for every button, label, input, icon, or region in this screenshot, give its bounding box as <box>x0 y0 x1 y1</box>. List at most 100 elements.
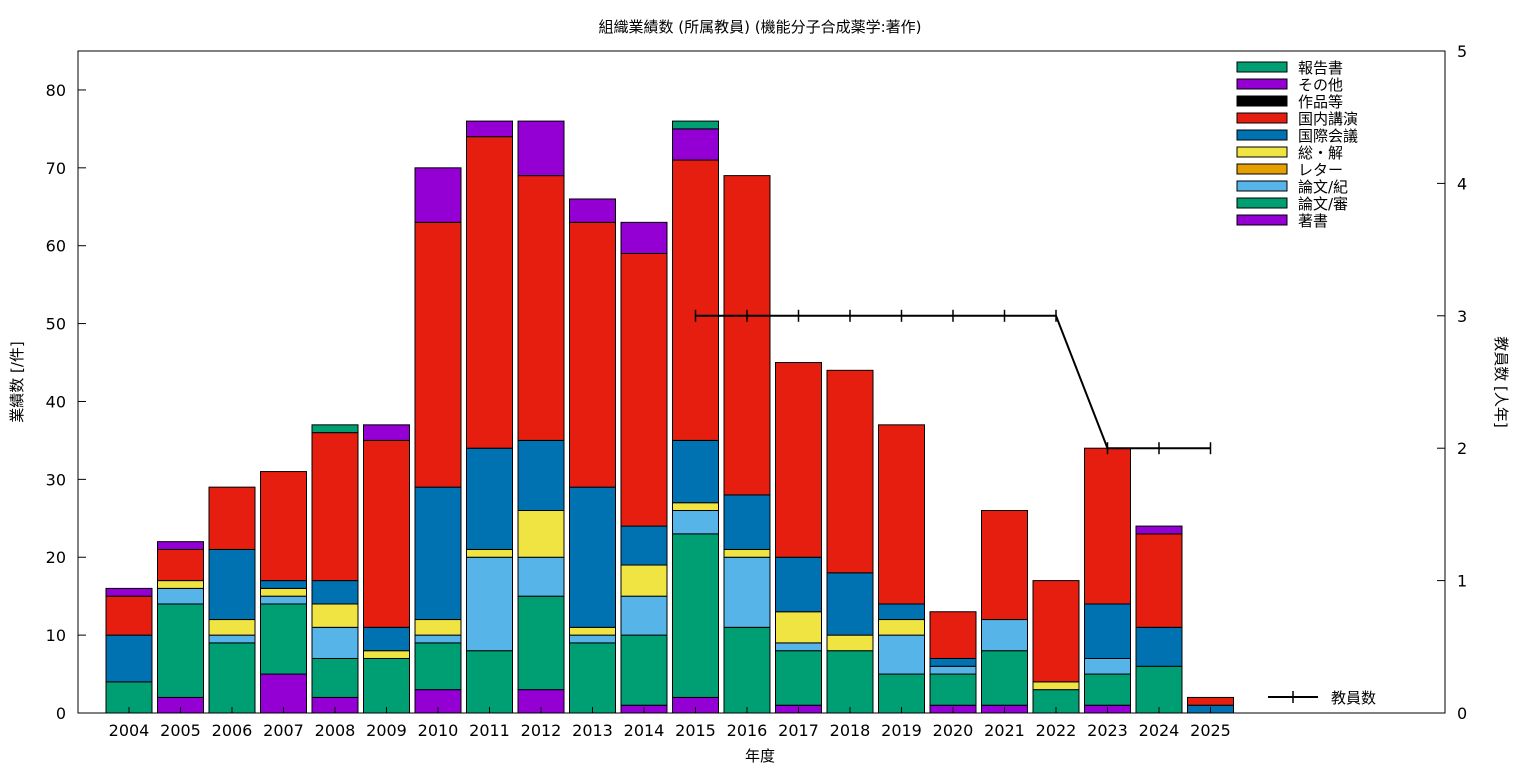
bar-segment <box>363 626 410 652</box>
legend-label: レター <box>1298 161 1343 179</box>
bar-segment <box>1084 657 1131 675</box>
bar-segment <box>363 657 410 714</box>
bar-segment <box>775 642 822 652</box>
line-series <box>695 314 1211 450</box>
bar-segment <box>363 424 410 441</box>
legend-label: 論文/審 <box>1298 195 1348 213</box>
bar-segment <box>1135 626 1183 667</box>
bar-segment <box>363 439 410 628</box>
bar-segment <box>208 634 256 644</box>
bar-segment <box>517 595 565 691</box>
bar-segment <box>672 502 719 512</box>
y2-tick-label: 4 <box>1457 174 1467 193</box>
bar-segment <box>569 626 616 636</box>
bar-segment <box>1084 673 1131 706</box>
bar-segment <box>878 424 925 605</box>
x-tick-label: 2017 <box>778 721 819 740</box>
bar-segment <box>672 120 719 130</box>
bar-segment <box>1084 447 1131 605</box>
x-tick-label: 2007 <box>263 721 304 740</box>
legend-swatch <box>1236 112 1288 124</box>
bar-segment <box>723 175 771 496</box>
chart-title: 組織業績数 (所属教員) (機能分子合成薬学:著作) <box>598 18 921 36</box>
bar-segment <box>260 587 307 597</box>
bar-segment <box>569 198 616 223</box>
bar-segment <box>826 369 874 574</box>
y2-axis: 0 1 2 3 4 5 <box>1437 42 1467 723</box>
bar-layer <box>105 120 1234 714</box>
legend-label: 国内講演 <box>1298 110 1358 128</box>
x-tick-label: 2012 <box>521 721 562 740</box>
x-tick-label: 2023 <box>1087 721 1128 740</box>
bar-segment <box>517 175 565 441</box>
bar-segment <box>569 221 616 488</box>
bar-segment <box>826 572 874 636</box>
y-tick-label: 40 <box>46 392 66 411</box>
legend-swatch <box>1236 163 1288 175</box>
legend-label: 総・解 <box>1298 144 1343 162</box>
y-tick-label: 0 <box>56 704 66 723</box>
y-tick-label: 70 <box>46 159 66 178</box>
y-tick-label: 10 <box>46 626 66 645</box>
x-tick-label: 2021 <box>984 721 1025 740</box>
x-axis-label: 年度 <box>745 747 775 765</box>
bar-segment <box>723 548 771 558</box>
bar-segment <box>363 650 410 659</box>
bar-segment <box>157 548 204 582</box>
x-tick-label: 2010 <box>418 721 459 740</box>
x-tick-label: 2019 <box>881 721 922 740</box>
bar-segment <box>620 252 668 527</box>
legend-swatch <box>1236 214 1288 226</box>
bar-segment <box>1084 603 1131 659</box>
y2-axis-label: 教員数 [人年] <box>1492 336 1510 427</box>
y-tick-label: 30 <box>46 470 66 489</box>
bar-segment <box>775 362 822 558</box>
x-tick-label: 2022 <box>1036 721 1077 740</box>
y2-tick-label: 0 <box>1457 704 1467 723</box>
x-tick-label: 2009 <box>366 721 407 740</box>
legend-swatch <box>1236 78 1288 90</box>
bar-segment <box>620 525 668 566</box>
y-axis-label: 業績数 [/件] <box>8 341 26 423</box>
bar-segment <box>775 611 822 644</box>
bar-segment <box>466 120 513 138</box>
bar-segment <box>466 548 513 558</box>
bar-segment <box>1135 533 1183 628</box>
bar-segment <box>311 424 359 434</box>
x-axis: 2004 2005 2006 2007 2008 2009 2010 2011 2012 2013… <box>109 707 1231 740</box>
legend-label: 論文/紀 <box>1298 178 1348 196</box>
legend-label: 報告書 <box>1298 59 1343 77</box>
bar-segment <box>157 587 204 605</box>
legend-swatch <box>1236 95 1288 107</box>
bar-segment <box>723 626 771 714</box>
bar-segment <box>620 564 668 597</box>
line-layer <box>694 309 1212 455</box>
bar-segment <box>414 619 462 636</box>
bar-segment <box>620 634 668 706</box>
bar-segment <box>311 626 359 659</box>
bar-segment <box>775 556 822 613</box>
x-tick-label: 2008 <box>315 721 356 740</box>
bar-segment <box>208 619 256 636</box>
bar-segment <box>1135 525 1183 535</box>
bar-segment <box>723 556 771 628</box>
bar-segment <box>157 580 204 589</box>
bar-segment <box>826 650 874 714</box>
bar-segment <box>929 673 977 706</box>
bar-segment <box>1187 696 1234 706</box>
bar-segment <box>208 548 256 621</box>
y2-tick-label: 5 <box>1457 42 1467 61</box>
bar-segment <box>569 642 616 714</box>
legend-swatch <box>1236 61 1288 73</box>
bar-segment <box>929 665 977 675</box>
bar-segment <box>672 439 719 504</box>
legend-label: 国際会議 <box>1298 127 1358 145</box>
bar-segment <box>466 650 513 714</box>
bar-segment <box>311 432 359 582</box>
bar-segment <box>414 634 462 644</box>
bar-segment <box>414 167 462 223</box>
bar-segment <box>569 634 616 644</box>
bar-segment <box>260 603 307 675</box>
y-tick-label: 80 <box>46 81 66 100</box>
bar-segment <box>878 619 925 636</box>
